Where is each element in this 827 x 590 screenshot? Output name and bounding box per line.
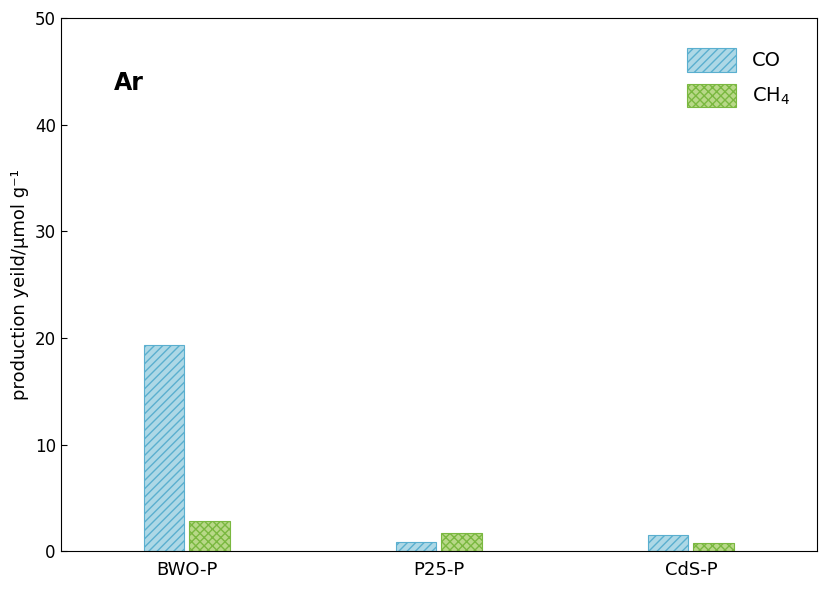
Legend: CO, CH$_4$: CO, CH$_4$ [676, 38, 799, 117]
Text: Ar: Ar [113, 71, 143, 96]
Bar [441, 533, 481, 551]
Bar [648, 535, 687, 551]
Bar [692, 543, 733, 551]
Y-axis label: production yeild/μmol g⁻¹: production yeild/μmol g⁻¹ [11, 169, 29, 400]
Bar [395, 542, 436, 551]
Bar [144, 345, 184, 551]
Bar [189, 522, 229, 551]
